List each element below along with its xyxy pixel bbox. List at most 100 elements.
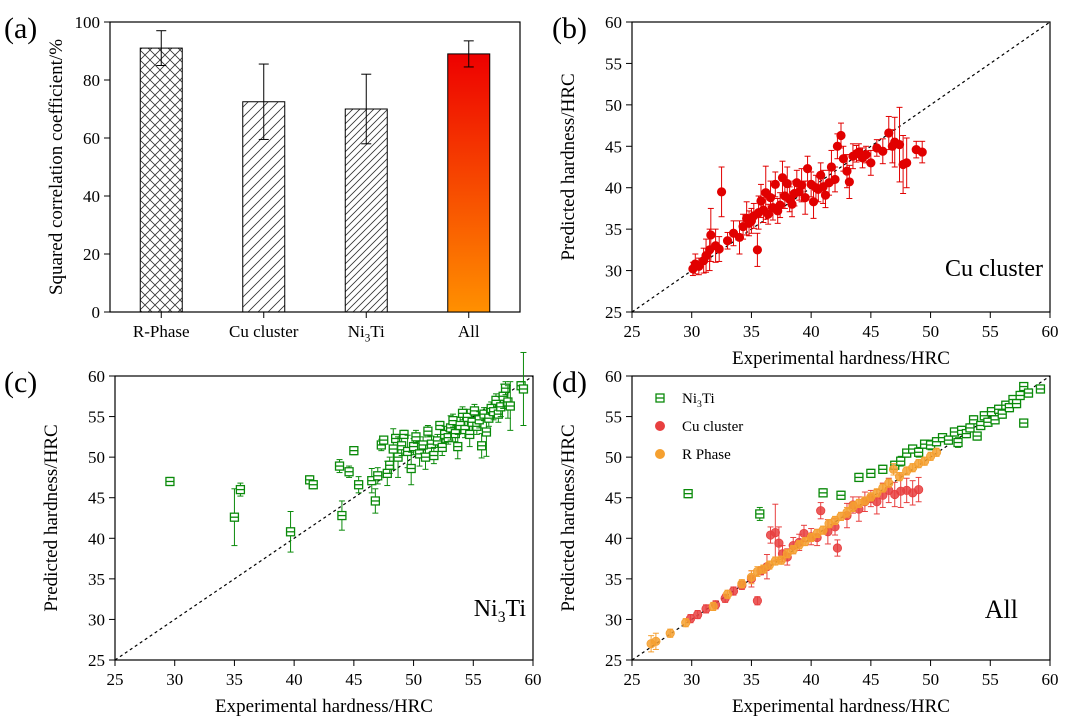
panel-d-point [884, 478, 894, 488]
panel-c-xlabel: Experimental hardness/HRC [215, 696, 433, 717]
panel-d-point [746, 572, 757, 582]
panel-b-point [861, 149, 871, 160]
panel-b-ytick-label: 50 [605, 96, 622, 115]
legend-marker-circle [655, 421, 665, 431]
panel-d-ytick-label: 40 [605, 529, 622, 548]
panel-b-point [716, 187, 727, 197]
panel-c-annotation: Ni3Ti [474, 596, 527, 626]
panel-b-point [830, 174, 840, 185]
legend-label: Cu cluster [682, 419, 743, 435]
panel-c-xtick-label: 35 [226, 670, 243, 689]
panel-b-point [902, 158, 912, 168]
panel-c-ytick-label: 30 [88, 610, 105, 629]
panel-b-xtick-label: 30 [683, 322, 700, 341]
panel-d-point [770, 528, 780, 538]
panel-b-point [832, 141, 843, 151]
panel-label-c: (c) [4, 366, 37, 399]
panel-b-point [838, 154, 848, 164]
panel-b-ytick-label: 35 [605, 220, 622, 239]
panel-c-xtick-label: 30 [166, 670, 183, 689]
panel-d-ytick-label: 25 [605, 651, 622, 670]
panel-b-ytick-label: 45 [605, 137, 622, 156]
panel-d-ytick-label: 55 [605, 408, 622, 427]
panel-b-point [796, 180, 807, 190]
panel-d-ytick-label: 30 [605, 610, 622, 629]
panel-c-frame [114, 375, 534, 661]
panel-b-point [844, 177, 854, 187]
panel-d-annotation: All [985, 595, 1018, 624]
panel-a-ylabel: Squared correlation coefficient/% [46, 39, 67, 295]
panel-c-ytick-label: 60 [88, 367, 105, 386]
panel-d-xtick-label: 45 [862, 670, 879, 689]
panel-d-ytick-label: 45 [605, 489, 622, 508]
panel-d-point [752, 596, 763, 606]
panel-label-b: (b) [552, 12, 587, 45]
panel-b-point [802, 164, 813, 174]
panel-d-xlabel: Experimental hardness/HRC [732, 696, 950, 717]
panel-c-ytick-label: 35 [88, 570, 105, 589]
panel-b-point [816, 170, 826, 180]
panel-b-point [770, 179, 780, 189]
panel-d-ylabel: Predicted hardness/HRC [558, 424, 579, 611]
panel-b-xtick-label: 50 [922, 322, 939, 341]
panel-d-point [878, 483, 888, 493]
panel-c-ylabel: Predicted hardness/HRC [41, 424, 62, 611]
panel-d-point [872, 497, 882, 507]
panel-d-point [931, 447, 942, 457]
panel-b-point [917, 147, 927, 157]
panel-a-ytick-label: 80 [83, 71, 100, 90]
panel-b-xtick-label: 60 [1042, 322, 1059, 341]
legend-label: Ni3Ti [682, 391, 715, 410]
panel-b-point [752, 245, 763, 255]
panel-d-point [888, 464, 899, 474]
panel-b-xtick-label: 40 [803, 322, 820, 341]
panel-b-point [878, 146, 888, 156]
panel-b-ytick-label: 55 [605, 54, 622, 73]
panel-a-bar-chart: 0 20 40 60 80 100 Squared correlation coeffici… [46, 13, 521, 344]
panel-d-point [774, 538, 784, 548]
panel-b-point [894, 140, 905, 150]
panel-c-xtick-label: 60 [525, 670, 542, 689]
panel-a-ytick-label: 60 [83, 129, 100, 148]
panel-d-xtick-label: 35 [743, 670, 760, 689]
panel-a-frame [109, 21, 521, 313]
panel-d-point [776, 555, 786, 565]
panel-b-point [775, 200, 785, 210]
panel-d-point [722, 589, 733, 599]
panel-d-point [919, 456, 930, 466]
panel-d-point [788, 545, 798, 555]
panel-b-xlabel: Experimental hardness/HRC [732, 348, 950, 369]
panel-d-xtick-label: 40 [803, 670, 820, 689]
panel-d-point [818, 525, 828, 535]
panel-b-point [734, 232, 745, 243]
panel-d-point [737, 579, 747, 589]
panel-d-point [832, 543, 843, 553]
panel-a-category-label: R-Phase [133, 322, 190, 341]
panel-b-point [836, 130, 846, 141]
panel-label-d: (d) [552, 366, 587, 399]
panel-d-point [914, 484, 924, 495]
panel-b-frame [631, 21, 1051, 313]
panel-b-ylabel: Predicted hardness/HRC [558, 73, 579, 260]
panel-c-ytick-label: 45 [88, 489, 105, 508]
panel-c-ytick-label: 55 [88, 408, 105, 427]
panel-a-category-label: All [458, 322, 480, 341]
panel-d-point [894, 472, 905, 482]
panel-d-point [693, 609, 703, 620]
panel-b-point [866, 158, 876, 168]
panel-a-bar [447, 53, 491, 313]
legend-label: R Phase [682, 447, 731, 463]
panel-a-ytick-label: 0 [92, 303, 101, 322]
panel-b-ytick-label: 40 [605, 179, 622, 198]
panel-d-xtick-label: 50 [922, 670, 939, 689]
panel-c-xtick-label: 25 [107, 670, 124, 689]
panel-b-point [722, 236, 733, 246]
panel-a-ytick-label: 100 [75, 13, 101, 32]
panel-b-point [842, 166, 852, 176]
panel-d-point [651, 636, 661, 646]
panel-b-annotation: Cu cluster [945, 256, 1043, 282]
panel-d-frame [631, 375, 1051, 661]
